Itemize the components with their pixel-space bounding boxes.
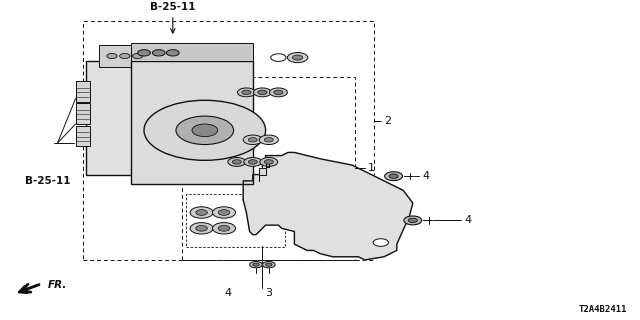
Circle shape xyxy=(196,210,207,215)
Circle shape xyxy=(152,50,165,56)
Text: 4: 4 xyxy=(464,215,471,225)
Circle shape xyxy=(144,100,266,160)
Circle shape xyxy=(292,55,303,60)
Text: 4: 4 xyxy=(422,171,429,181)
Circle shape xyxy=(243,135,262,145)
Circle shape xyxy=(271,54,286,61)
Circle shape xyxy=(253,88,271,97)
Circle shape xyxy=(253,263,259,266)
Circle shape xyxy=(287,52,308,63)
Text: B-25-11: B-25-11 xyxy=(25,176,71,186)
Text: 4: 4 xyxy=(224,288,231,298)
Text: 1: 1 xyxy=(368,163,375,173)
Circle shape xyxy=(385,172,403,180)
Circle shape xyxy=(190,223,213,234)
Bar xyxy=(76,103,90,124)
Circle shape xyxy=(264,160,273,164)
Circle shape xyxy=(190,207,213,218)
Text: FR.: FR. xyxy=(48,280,67,290)
Circle shape xyxy=(192,124,218,137)
Circle shape xyxy=(260,157,278,166)
Text: B-25-11: B-25-11 xyxy=(150,2,196,12)
Circle shape xyxy=(408,218,417,223)
Text: T2A4B2411: T2A4B2411 xyxy=(579,305,627,314)
Bar xyxy=(86,61,154,175)
Circle shape xyxy=(258,90,267,95)
Circle shape xyxy=(212,223,236,234)
Text: 3: 3 xyxy=(266,288,273,298)
Bar xyxy=(131,44,253,61)
Circle shape xyxy=(259,135,278,145)
Circle shape xyxy=(212,207,236,218)
Circle shape xyxy=(107,53,117,59)
Circle shape xyxy=(389,174,398,178)
Bar xyxy=(131,61,253,184)
Circle shape xyxy=(218,226,230,231)
Polygon shape xyxy=(259,162,269,181)
Polygon shape xyxy=(243,152,413,260)
Circle shape xyxy=(269,88,287,97)
Circle shape xyxy=(248,160,257,164)
Circle shape xyxy=(266,263,272,266)
Circle shape xyxy=(218,210,230,215)
Circle shape xyxy=(232,160,241,164)
Bar xyxy=(182,76,355,260)
Circle shape xyxy=(404,216,422,225)
Circle shape xyxy=(373,239,388,246)
Bar xyxy=(186,194,285,247)
Circle shape xyxy=(166,50,179,56)
Bar xyxy=(76,81,90,102)
Circle shape xyxy=(262,261,275,268)
Circle shape xyxy=(242,90,251,95)
Bar xyxy=(99,45,154,67)
Circle shape xyxy=(138,50,150,56)
Circle shape xyxy=(244,157,262,166)
Circle shape xyxy=(120,53,130,59)
Circle shape xyxy=(264,138,273,142)
Text: 2: 2 xyxy=(384,116,391,126)
Circle shape xyxy=(228,157,246,166)
Circle shape xyxy=(132,53,143,59)
Circle shape xyxy=(248,138,257,142)
Bar xyxy=(76,125,90,146)
Circle shape xyxy=(237,88,255,97)
Bar xyxy=(83,21,374,260)
Circle shape xyxy=(274,90,283,95)
Circle shape xyxy=(196,226,207,231)
Circle shape xyxy=(250,261,262,268)
Circle shape xyxy=(176,116,234,145)
